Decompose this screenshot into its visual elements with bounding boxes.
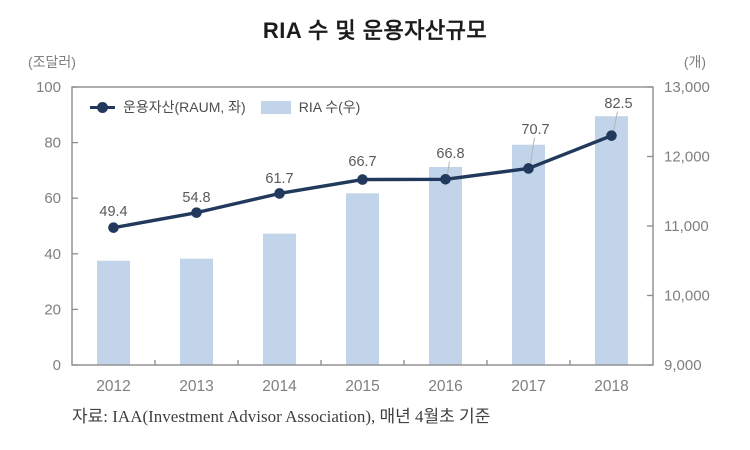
right-axis-tick-label: 12,000 [664,149,710,166]
data-label-2013: 54.8 [182,190,210,206]
bar-2017 [512,144,545,365]
legend: 운용자산(RAUM, 좌) RIA 수(우) [90,98,360,116]
marker-2018 [606,130,617,141]
left-axis-tick-label: 60 [44,190,61,207]
right-axis-tick-label: 10,000 [664,288,710,305]
left-axis-tick-label: 0 [53,357,61,374]
bar-swatch-icon [260,100,291,114]
x-axis-label-2014: 2014 [262,378,297,395]
left-axis-tick-label: 40 [44,246,61,263]
marker-2012 [108,222,119,233]
line-marker-icon [90,101,115,113]
x-axis-label-2015: 2015 [345,378,379,395]
data-label-2012: 49.4 [99,204,127,220]
left-axis-tick-label: 80 [44,135,61,152]
bar-2013 [180,258,213,365]
x-axis-label-2018: 2018 [594,378,628,395]
data-label-2017: 70.7 [521,122,549,138]
legend-label-raum: 운용자산(RAUM, 좌) [123,99,246,115]
bar-2015 [346,193,379,365]
left-axis-tick-label: 20 [44,301,61,318]
data-label-2016: 66.8 [436,146,464,162]
bar-2012 [97,260,130,365]
label-leader-line [447,161,450,175]
left-axis-unit: (조달러) [28,54,76,70]
right-axis-tick-label: 9,000 [664,357,702,374]
marker-2017 [523,163,534,174]
right-axis-tick-label: 13,000 [664,79,710,96]
bar-2014 [263,233,296,365]
data-label-2014: 61.7 [265,171,293,187]
bar-2016 [429,166,462,365]
marker-2016 [440,173,451,185]
label-leader-line [613,111,618,131]
right-axis-unit: (개) [683,54,707,70]
chart-title: RIA 수 및 운용자산규모 [262,18,488,43]
marker-2015 [357,174,368,185]
right-axis-tick-label: 11,000 [664,218,709,235]
left-axis-tick-label: 100 [36,79,61,96]
label-leader-line [530,137,535,164]
x-axis-label-2013: 2013 [179,378,213,395]
x-axis-label-2016: 2016 [428,378,462,395]
source-note: 자료: IAA(Investment Advisor Association),… [72,407,491,426]
legend-item-raum: 운용자산(RAUM, 좌) [90,97,246,117]
x-axis-label-2017: 2017 [511,378,545,395]
data-label-2018: 82.5 [604,96,632,112]
marker-2013 [191,207,202,218]
legend-item-ria: RIA 수(우) [246,97,361,117]
legend-label-ria: RIA 수(우) [298,99,361,115]
marker-2014 [274,188,285,199]
x-axis-label-2012: 2012 [96,378,130,395]
data-label-2015: 66.7 [348,154,376,170]
bar-2018 [595,116,628,365]
